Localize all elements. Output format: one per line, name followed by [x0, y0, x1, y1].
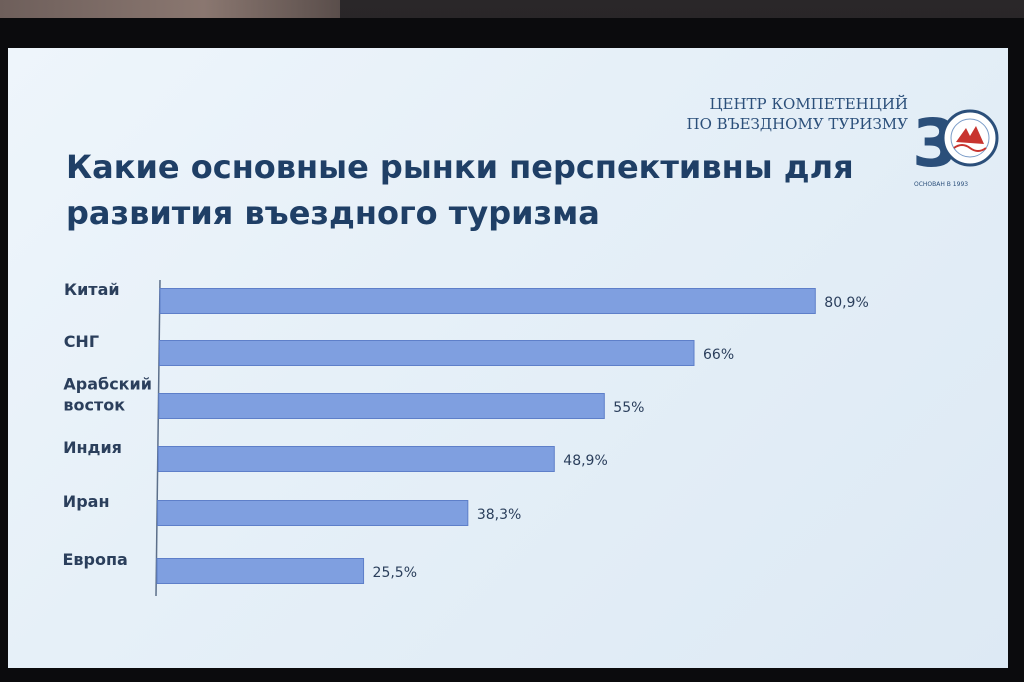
category-label: Индия: [63, 438, 122, 457]
category-label: Европа: [63, 550, 128, 569]
bar-value-label: 48,9%: [563, 453, 607, 469]
logo-line-1: ЦЕНТР КОМПЕТЕНЦИЙ: [709, 95, 908, 113]
slide-title: Какие основные рынки перспективны для ра…: [66, 148, 854, 232]
category-label: Иран: [63, 492, 110, 511]
category-label: Арабский: [63, 375, 152, 394]
logo-text: ЦЕНТР КОМПЕТЕНЦИЙ ПО ВЪЕЗДНОМУ ТУРИЗМУ: [687, 94, 908, 134]
bar-value-label: 66%: [703, 347, 734, 363]
monitor-bezel: Какие основные рынки перспективны для ра…: [0, 18, 1024, 682]
category-label: Китай: [64, 280, 120, 299]
bar-value-label: 38,3%: [477, 507, 521, 523]
bar: [156, 558, 365, 584]
bar: [158, 393, 605, 419]
bar: [157, 446, 555, 472]
competence-center-logo: ЦЕНТР КОМПЕТЕНЦИЙ ПО ВЪЕЗДНОМУ ТУРИЗМУ 3…: [687, 92, 1000, 188]
badge-emblem-icon: [956, 126, 984, 144]
bar: [159, 288, 816, 314]
badge-inner-circle: [950, 118, 990, 158]
bar-value-label: 55%: [613, 400, 644, 416]
y-axis-line: [155, 279, 161, 597]
logo-line-2: ПО ВЪЕЗДНОМУ ТУРИЗМУ: [686, 115, 908, 133]
presentation-slide: Какие основные рынки перспективны для ра…: [8, 48, 1008, 668]
category-label: восток: [63, 396, 125, 415]
badge-wave-icon: [953, 144, 987, 152]
markets-bar-chart: 80,9% Китай 66% СНГ 55% Арабский восток 48,9% Ин…: [63, 279, 869, 597]
anniversary-badge-icon: 3 ОСНОВАН В 1993: [912, 105, 999, 188]
badge-founded: ОСНОВАН В 1993: [914, 181, 968, 188]
bar: [157, 500, 469, 526]
bar-value-label: 80,9%: [824, 295, 868, 311]
bar: [158, 340, 695, 366]
bar-value-label: 25,5%: [373, 565, 417, 581]
category-label: СНГ: [64, 332, 99, 351]
